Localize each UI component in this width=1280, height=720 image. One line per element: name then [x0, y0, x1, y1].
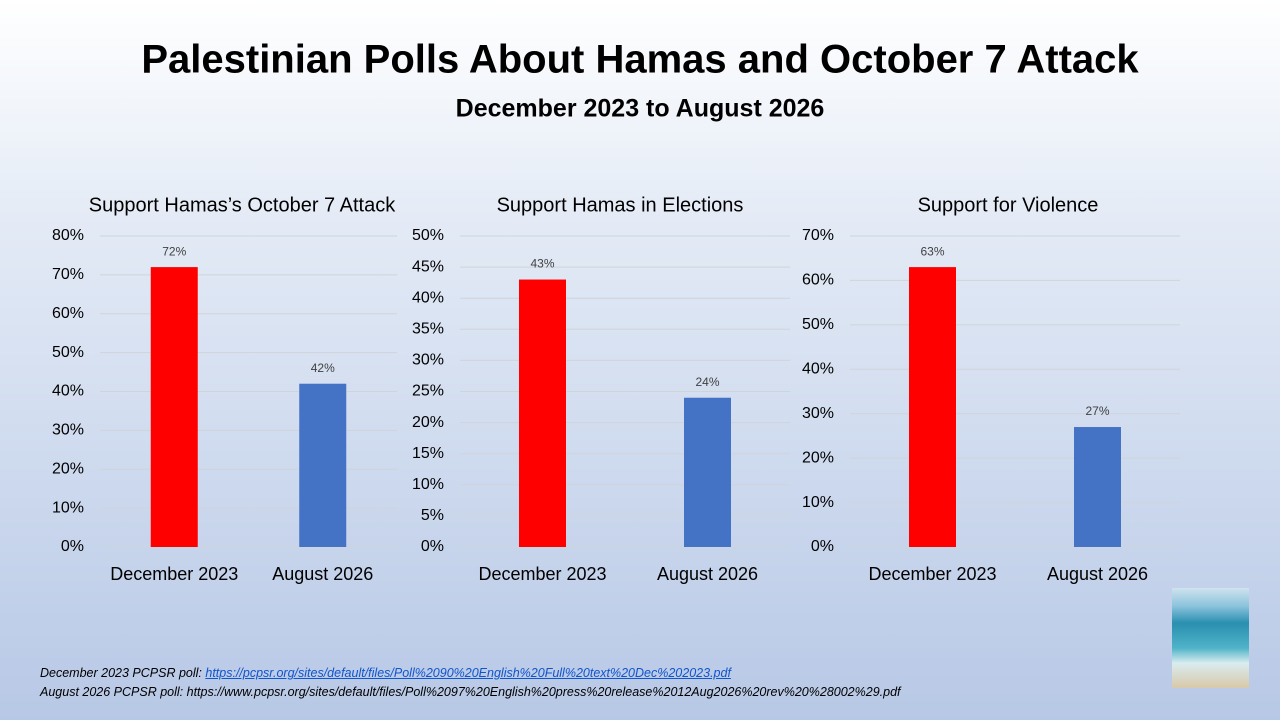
value-label: 63% [920, 244, 944, 258]
y-tick-label: 30% [412, 352, 444, 369]
y-tick-label: 20% [52, 460, 84, 477]
source-url: https://www.pcpsr.org/sites/default/file… [186, 685, 901, 699]
y-tick-label: 80% [52, 227, 84, 244]
y-tick-label: 30% [802, 405, 834, 422]
y-tick-label: 0% [421, 538, 444, 555]
y-tick-label: 60% [52, 305, 84, 322]
y-tick-label: 30% [52, 422, 84, 439]
bar [684, 397, 731, 547]
x-tick-label: August 2026 [272, 564, 373, 584]
y-tick-label: 15% [412, 445, 444, 462]
x-tick-label: December 2023 [478, 564, 606, 584]
y-tick-label: 60% [802, 272, 834, 289]
y-tick-label: 0% [811, 538, 834, 555]
slide-title: Palestinian Polls About Hamas and Octobe… [141, 38, 1139, 82]
y-tick-label: 50% [412, 227, 444, 244]
y-tick-label: 50% [52, 344, 84, 361]
x-tick-label: December 2023 [868, 564, 996, 584]
y-tick-label: 70% [802, 227, 834, 244]
chart-title: Support Hamas’s October 7 Attack [89, 194, 396, 216]
y-tick-label: 70% [52, 266, 84, 283]
y-tick-label: 5% [421, 507, 444, 524]
photo-thumbnail [1172, 588, 1249, 688]
x-tick-label: August 2026 [1047, 564, 1148, 584]
value-label: 27% [1085, 404, 1109, 418]
bar [519, 279, 566, 547]
source-label: December 2023 PCPSR poll: [40, 666, 202, 680]
y-tick-label: 40% [802, 361, 834, 378]
value-label: 42% [311, 361, 335, 375]
y-tick-label: 40% [52, 383, 84, 400]
y-tick-label: 35% [412, 321, 444, 338]
x-tick-label: December 2023 [110, 564, 238, 584]
value-label: 72% [162, 244, 186, 258]
value-label: 43% [530, 257, 554, 271]
bar [150, 267, 198, 547]
y-tick-label: 0% [61, 538, 84, 555]
y-tick-label: 20% [412, 414, 444, 431]
chart-title: Support for Violence [918, 194, 1099, 216]
source-line: August 2026 PCPSR poll: https://www.pcps… [40, 685, 901, 699]
bar [909, 267, 956, 547]
y-tick-label: 50% [802, 316, 834, 333]
bar [1074, 427, 1121, 547]
chart-title: Support Hamas in Elections [497, 194, 744, 216]
y-tick-label: 40% [412, 289, 444, 306]
value-label: 24% [695, 375, 719, 389]
y-tick-label: 10% [52, 499, 84, 516]
y-tick-label: 25% [412, 383, 444, 400]
source-label: August 2026 PCPSR poll: [40, 685, 184, 699]
x-tick-label: August 2026 [657, 564, 758, 584]
source-link[interactable]: https://pcpsr.org/sites/default/files/Po… [205, 666, 731, 680]
y-tick-label: 45% [412, 258, 444, 275]
bar [299, 383, 347, 547]
y-tick-label: 20% [802, 449, 834, 466]
source-line: December 2023 PCPSR poll: https://pcpsr.… [40, 666, 731, 680]
y-tick-label: 10% [412, 476, 444, 493]
slide-subtitle: December 2023 to August 2026 [456, 95, 825, 123]
y-tick-label: 10% [802, 494, 834, 511]
